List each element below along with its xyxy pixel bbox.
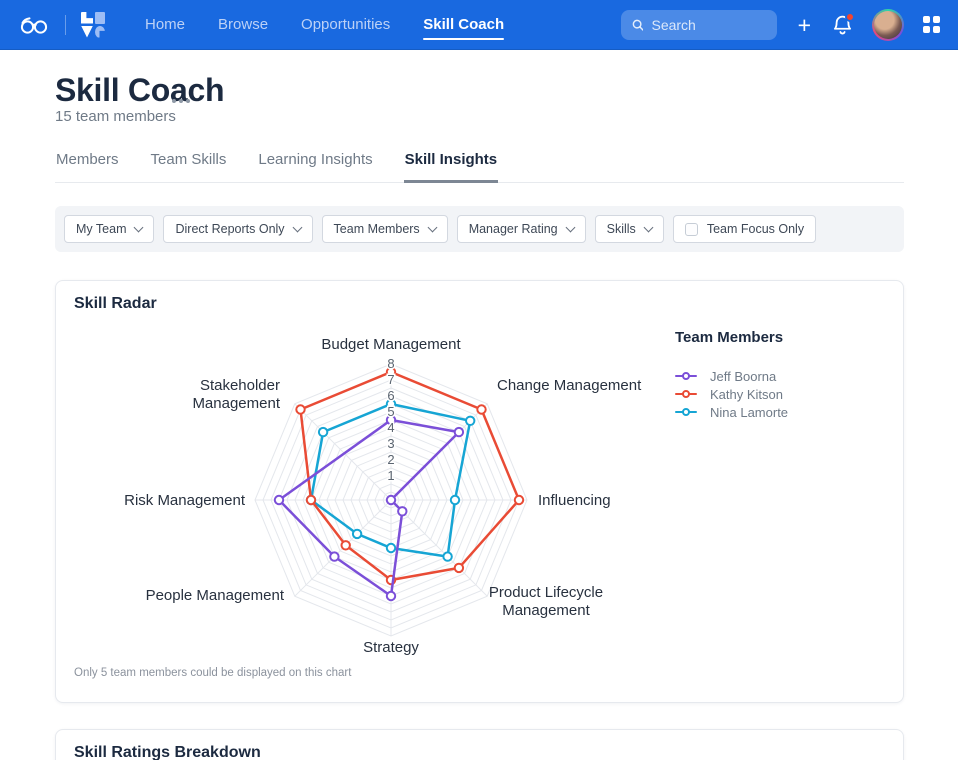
tab-team-skills[interactable]: Team Skills (150, 151, 227, 168)
filter-label: Direct Reports Only (175, 222, 285, 236)
notification-badge (845, 11, 855, 22)
svg-text:2: 2 (387, 452, 394, 467)
legend-marker-icon (675, 372, 697, 380)
navbar-right: + (620, 8, 940, 41)
svg-text:Influencing: Influencing (538, 492, 611, 509)
chevron-down-icon (292, 222, 302, 232)
skill-ratings-breakdown-card: Skill Ratings Breakdown (55, 729, 904, 760)
svg-text:Strategy: Strategy (363, 639, 419, 656)
filter-dropdown-my-team[interactable]: My Team (64, 215, 155, 243)
filter-label: Skills (606, 222, 636, 236)
checkbox-label: Team Focus Only (706, 222, 805, 236)
card-title-skill-radar: Skill Radar (74, 295, 157, 312)
svg-text:1: 1 (387, 468, 394, 483)
svg-text:6: 6 (387, 388, 394, 403)
search-box[interactable] (620, 9, 777, 40)
tab-members[interactable]: Members (56, 151, 119, 168)
svg-text:3: 3 (387, 436, 394, 451)
legend-label: Jeff Boorna (710, 368, 777, 384)
legend-item-jeff-boorna[interactable]: Jeff Boorna (675, 367, 788, 385)
svg-text:4: 4 (387, 420, 394, 435)
filter-dropdown-team-members[interactable]: Team Members (321, 215, 448, 243)
skill-radar-card: Skill Radar 1 2 3 4 5 6 7 8 Budget Management Cha… (55, 280, 904, 703)
svg-text:5: 5 (387, 404, 394, 419)
tab-skill-insights[interactable]: Skill Insights (403, 149, 499, 183)
svg-text:Management: Management (502, 602, 590, 619)
tab-learning-insights[interactable]: Learning Insights (258, 151, 373, 168)
legend-marker-icon (675, 390, 697, 398)
more-options-button[interactable] (168, 95, 194, 107)
top-navbar: Home Browse Opportunities Skill Coach + (0, 0, 958, 50)
nav-link-browse[interactable]: Browse (218, 15, 269, 33)
legend-title: Team Members (675, 329, 784, 346)
checkbox-icon[interactable] (684, 222, 698, 236)
card-title-skill-ratings-breakdown: Skill Ratings Breakdown (74, 744, 261, 760)
svg-text:Stakeholder: Stakeholder (200, 377, 280, 394)
nav-link-opportunities[interactable]: Opportunities (301, 15, 391, 33)
brand-divider (65, 14, 66, 35)
filter-dropdown-manager-rating[interactable]: Manager Rating (456, 215, 586, 243)
avatar-photo (874, 10, 902, 39)
brand-area (18, 11, 107, 38)
filter-label: Manager Rating (468, 222, 558, 236)
svg-text:People Management: People Management (146, 587, 285, 604)
chevron-down-icon (643, 222, 654, 232)
svg-text:Change Management: Change Management (497, 377, 642, 394)
svg-text:Management: Management (192, 395, 280, 412)
svg-text:8: 8 (387, 356, 394, 371)
filter-bar: My Team Direct Reports Only Team Members Ma… (55, 206, 904, 252)
filter-dropdown-skills[interactable]: Skills (594, 215, 664, 243)
tab-bar: Members Team Skills Learning Insights Skill… (55, 149, 904, 183)
notifications-button[interactable] (832, 11, 855, 36)
legend-item-kathy-kitson[interactable]: Kathy Kitson (675, 385, 788, 403)
team-members-count: 15 team members (55, 108, 176, 125)
svg-text:Risk Management: Risk Management (124, 492, 246, 509)
primary-nav: Home Browse Opportunities Skill Coach (145, 0, 504, 50)
legend-marker-icon (675, 408, 697, 416)
add-button[interactable]: + (797, 11, 811, 38)
degreed-glasses-logo-icon[interactable] (18, 15, 50, 35)
filter-label: Team Members (333, 222, 420, 236)
chevron-down-icon (427, 222, 438, 232)
chart-legend: Team Members Jeff Boorna Kathy Kitson Nina… (675, 329, 788, 421)
svg-text:7: 7 (387, 372, 394, 387)
chevron-down-icon (134, 222, 144, 232)
legend-item-nina-lamorte[interactable]: Nina Lamorte (675, 403, 788, 421)
user-avatar[interactable] (872, 8, 904, 41)
chevron-down-icon (565, 222, 576, 232)
svg-text:Product Lifecycle: Product Lifecycle (489, 584, 603, 601)
nav-link-home[interactable]: Home (145, 15, 186, 33)
filter-checkbox-team-focus-only[interactable]: Team Focus Only (672, 215, 817, 243)
legend-label: Kathy Kitson (710, 386, 783, 402)
apps-grid-icon[interactable] (923, 16, 940, 33)
bell-icon (833, 15, 852, 34)
filter-label: My Team (76, 222, 127, 236)
chart-footnote: Only 5 team members could be displayed o… (74, 667, 352, 679)
svg-text:Budget Management: Budget Management (321, 336, 461, 353)
magnifier-icon (632, 19, 644, 31)
legend-label: Nina Lamorte (710, 404, 789, 420)
org-logo-icon[interactable] (81, 11, 107, 38)
search-input[interactable] (651, 16, 766, 33)
filter-dropdown-direct-reports-only[interactable]: Direct Reports Only (163, 215, 313, 243)
page-title: Skill Coach (55, 72, 225, 108)
nav-link-skill-coach[interactable]: Skill Coach (423, 0, 504, 50)
